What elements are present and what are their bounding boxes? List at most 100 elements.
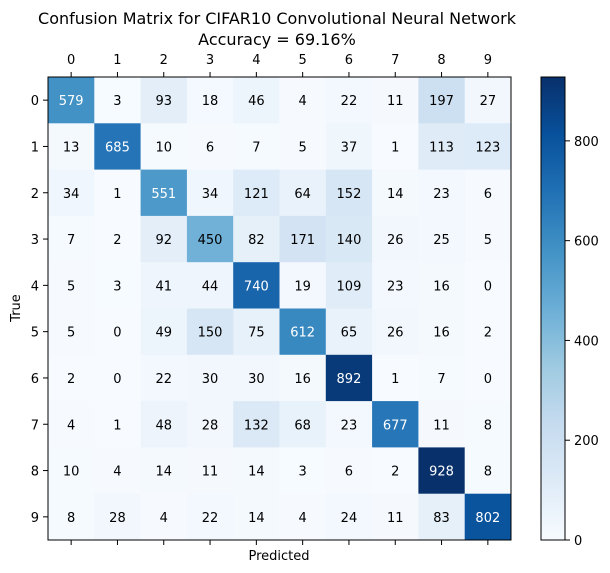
cell-value-label: 10 bbox=[155, 140, 172, 155]
cell-value-label: 4 bbox=[113, 465, 121, 480]
heatmap-cell bbox=[233, 447, 280, 495]
cell-value-label: 4 bbox=[67, 418, 75, 433]
cell-value-label: 11 bbox=[387, 94, 404, 109]
heatmap-cell bbox=[186, 77, 234, 124]
cell-value-label: 8 bbox=[484, 418, 492, 433]
heatmap-cell bbox=[325, 447, 373, 495]
heatmap-cell bbox=[233, 123, 280, 170]
heatmap-cell bbox=[186, 169, 234, 217]
heatmap-cell bbox=[48, 354, 95, 402]
cell-value-label: 0 bbox=[113, 326, 121, 341]
heatmap-cell bbox=[48, 493, 95, 541]
cell-value-label: 579 bbox=[59, 94, 84, 109]
cell-value-label: 5 bbox=[299, 140, 307, 155]
cell-value-label: 2 bbox=[484, 326, 492, 341]
colorbar bbox=[540, 76, 566, 541]
x-tick-label: 4 bbox=[252, 53, 260, 68]
y-tick-label: 8 bbox=[31, 465, 39, 480]
heatmap-cell bbox=[48, 215, 95, 263]
x-tick-label: 6 bbox=[345, 53, 353, 68]
heatmap-cell bbox=[186, 401, 234, 448]
cell-value-label: 16 bbox=[433, 326, 450, 341]
heatmap-cell bbox=[94, 447, 141, 495]
heatmap-cell bbox=[325, 215, 373, 263]
heatmap-cell bbox=[48, 262, 95, 309]
heatmap-cell bbox=[279, 354, 327, 402]
chart-subtitle: Accuracy = 69.16% bbox=[198, 30, 356, 49]
cell-value-label: 3 bbox=[299, 465, 307, 480]
x-tick-label: 0 bbox=[67, 53, 75, 68]
cell-value-label: 65 bbox=[341, 326, 358, 341]
heatmap-cell bbox=[94, 401, 141, 448]
heatmap-cell bbox=[48, 77, 95, 124]
cell-value-label: 450 bbox=[198, 233, 223, 248]
cell-value-label: 68 bbox=[294, 418, 311, 433]
cell-value-label: 1 bbox=[391, 372, 399, 387]
cell-value-label: 24 bbox=[341, 511, 358, 526]
x-tick-label: 1 bbox=[113, 53, 121, 68]
x-axis-label: Predicted bbox=[248, 549, 309, 564]
cell-value-label: 123 bbox=[475, 140, 500, 155]
cell-value-label: 3 bbox=[113, 279, 121, 294]
heatmap-cell bbox=[418, 354, 466, 402]
heatmap-cell bbox=[325, 401, 373, 448]
heatmap-cell bbox=[140, 169, 188, 217]
heatmap-cell bbox=[94, 169, 141, 217]
cell-value-label: 1 bbox=[113, 187, 121, 202]
heatmap-cell bbox=[48, 308, 95, 356]
cell-value-label: 46 bbox=[248, 94, 265, 109]
cell-value-label: 132 bbox=[244, 418, 269, 433]
heatmap-cell bbox=[372, 308, 419, 356]
y-axis-label: True bbox=[9, 294, 24, 323]
cell-value-label: 30 bbox=[248, 372, 265, 387]
colorbar-tick-label: 400 bbox=[574, 334, 599, 349]
heatmap-cell bbox=[372, 215, 419, 263]
heatmap-cell bbox=[279, 308, 327, 356]
heatmap-cell bbox=[325, 308, 373, 356]
cell-value-label: 82 bbox=[248, 233, 265, 248]
heatmap-cell bbox=[464, 77, 512, 124]
cell-value-label: 150 bbox=[198, 326, 223, 341]
cell-value-label: 10 bbox=[63, 465, 80, 480]
heatmap-cell bbox=[140, 447, 188, 495]
cell-value-label: 13 bbox=[63, 140, 80, 155]
heatmap-cell bbox=[279, 493, 327, 541]
cell-value-label: 5 bbox=[67, 326, 75, 341]
cell-value-label: 140 bbox=[337, 233, 362, 248]
cell-value-label: 93 bbox=[155, 94, 172, 109]
cell-value-label: 19 bbox=[294, 279, 311, 294]
cell-value-label: 14 bbox=[155, 465, 172, 480]
y-tick-label: 1 bbox=[31, 140, 39, 155]
cell-value-label: 26 bbox=[387, 233, 404, 248]
cell-value-label: 14 bbox=[387, 187, 404, 202]
cell-value-label: 685 bbox=[105, 140, 130, 155]
y-tick-label: 4 bbox=[31, 279, 39, 294]
cell-value-label: 23 bbox=[387, 279, 404, 294]
cell-value-label: 48 bbox=[155, 418, 172, 433]
heatmap-cell bbox=[140, 77, 188, 124]
cell-value-label: 37 bbox=[341, 140, 358, 155]
cell-value-label: 8 bbox=[484, 465, 492, 480]
chart-title: Confusion Matrix for CIFAR10 Convolution… bbox=[38, 9, 517, 28]
x-tick-label: 9 bbox=[484, 53, 492, 68]
cell-value-label: 92 bbox=[155, 233, 172, 248]
cell-value-label: 11 bbox=[387, 511, 404, 526]
heatmap-cell bbox=[372, 493, 419, 541]
heatmap-cell bbox=[418, 123, 466, 170]
heatmap-cell bbox=[94, 123, 141, 170]
heatmap-cell bbox=[372, 169, 419, 217]
heatmap-cell bbox=[325, 354, 373, 402]
heatmap-cell bbox=[325, 123, 373, 170]
heatmap-cell bbox=[464, 447, 512, 495]
cell-value-label: 4 bbox=[299, 511, 307, 526]
heatmap-cell bbox=[279, 262, 327, 309]
heatmap-cell bbox=[233, 262, 280, 309]
heatmap-cell bbox=[279, 401, 327, 448]
cell-value-label: 16 bbox=[433, 279, 450, 294]
heatmap-cell bbox=[464, 354, 512, 402]
cell-value-label: 740 bbox=[244, 279, 269, 294]
heatmap-cell bbox=[418, 169, 466, 217]
cell-value-label: 41 bbox=[155, 279, 172, 294]
